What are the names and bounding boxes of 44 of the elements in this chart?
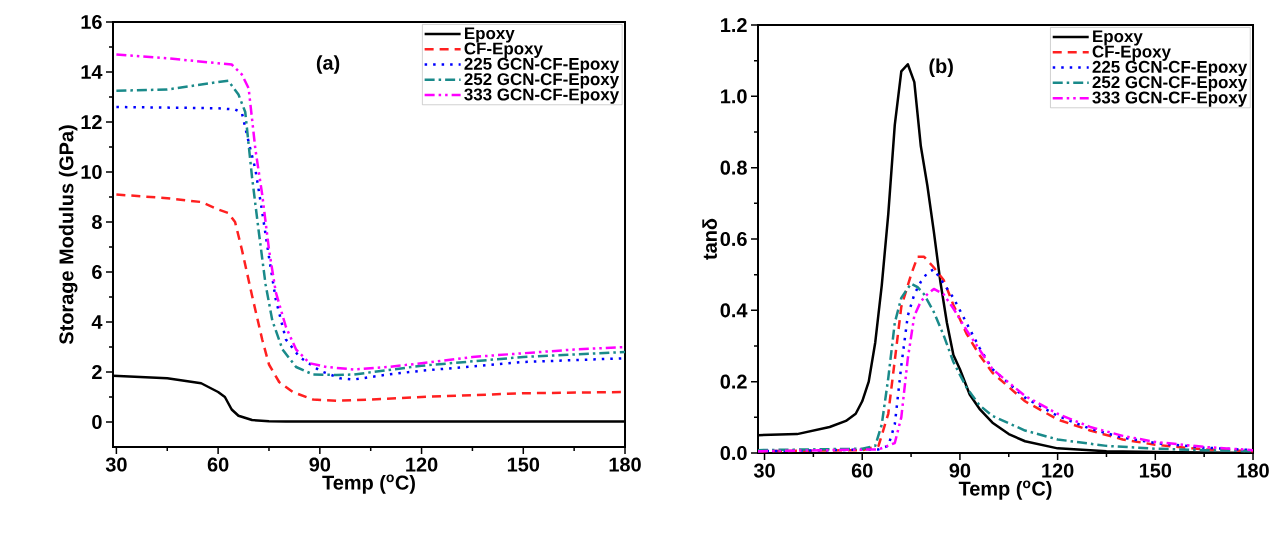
y-tick-label: 0.8 [720,160,747,175]
legend-label: CF-Epoxy [464,42,543,58]
y-tick-label: 4 [91,315,103,329]
y-tick-label: 8 [92,214,102,230]
legend-label: 225 GCN-CF-Epoxy [1092,60,1248,77]
y-tick-label: 0 [92,414,102,430]
legend-label: 333 GCN-CF-Epoxy [1092,91,1248,107]
y-tick-label: 14 [81,65,103,79]
x-tick-label: 90 [309,457,331,472]
x-tick-label: 120 [406,457,438,472]
y-tick-label: 16 [81,14,102,30]
legend-label: 252 GCN-CF-Epoxy [464,73,620,89]
y-tick-label: 1.2 [721,18,747,32]
y-tick-label: 6 [92,264,102,280]
y-tick-label: 12 [81,115,102,129]
legend-label: 333 GCN-CF-Epoxy [464,88,620,104]
x-axis-title: Temp ($^{o}$C) [958,480,1052,500]
legend-label: Epoxy [1093,30,1143,46]
x-tick-label: 120 [1042,463,1074,478]
y-tick-label: 10 [81,164,102,180]
legend-label: Epoxy [465,27,515,43]
x-tick-label: 150 [507,457,540,472]
annotation: (a) [316,55,340,74]
y-tick-label: 0.4 [720,303,748,318]
x-tick-label: 180 [609,457,641,472]
legend-label: 225 GCN-CF-Epoxy [464,57,620,74]
x-tick-label: 60 [207,457,229,472]
x-tick-label: 150 [1139,463,1172,478]
y-tick-label: 0.2 [720,374,747,389]
y-tick-label: 0.0 [720,445,747,461]
y-tick-label: 1.0 [721,89,747,104]
x-tick-label: 30 [753,463,775,478]
legend-label: 252 GCN-CF-Epoxy [1092,76,1248,92]
x-tick-label: 180 [1237,463,1269,478]
y-tick-label: 0.6 [720,231,747,247]
x-axis-title: Temp ($^{o}$C) [322,474,415,494]
x-tick-label: 30 [105,457,127,472]
y-tick-label: 2 [92,365,102,379]
x-tick-label: 60 [851,463,873,478]
annotation: (b) [929,58,953,78]
legend-label: CF-Epoxy [1092,45,1171,61]
y-axis-title: tanδ [702,218,717,260]
y-axis-title: Storage Modulus (GPa) [58,125,78,345]
x-tick-label: 90 [949,463,971,478]
